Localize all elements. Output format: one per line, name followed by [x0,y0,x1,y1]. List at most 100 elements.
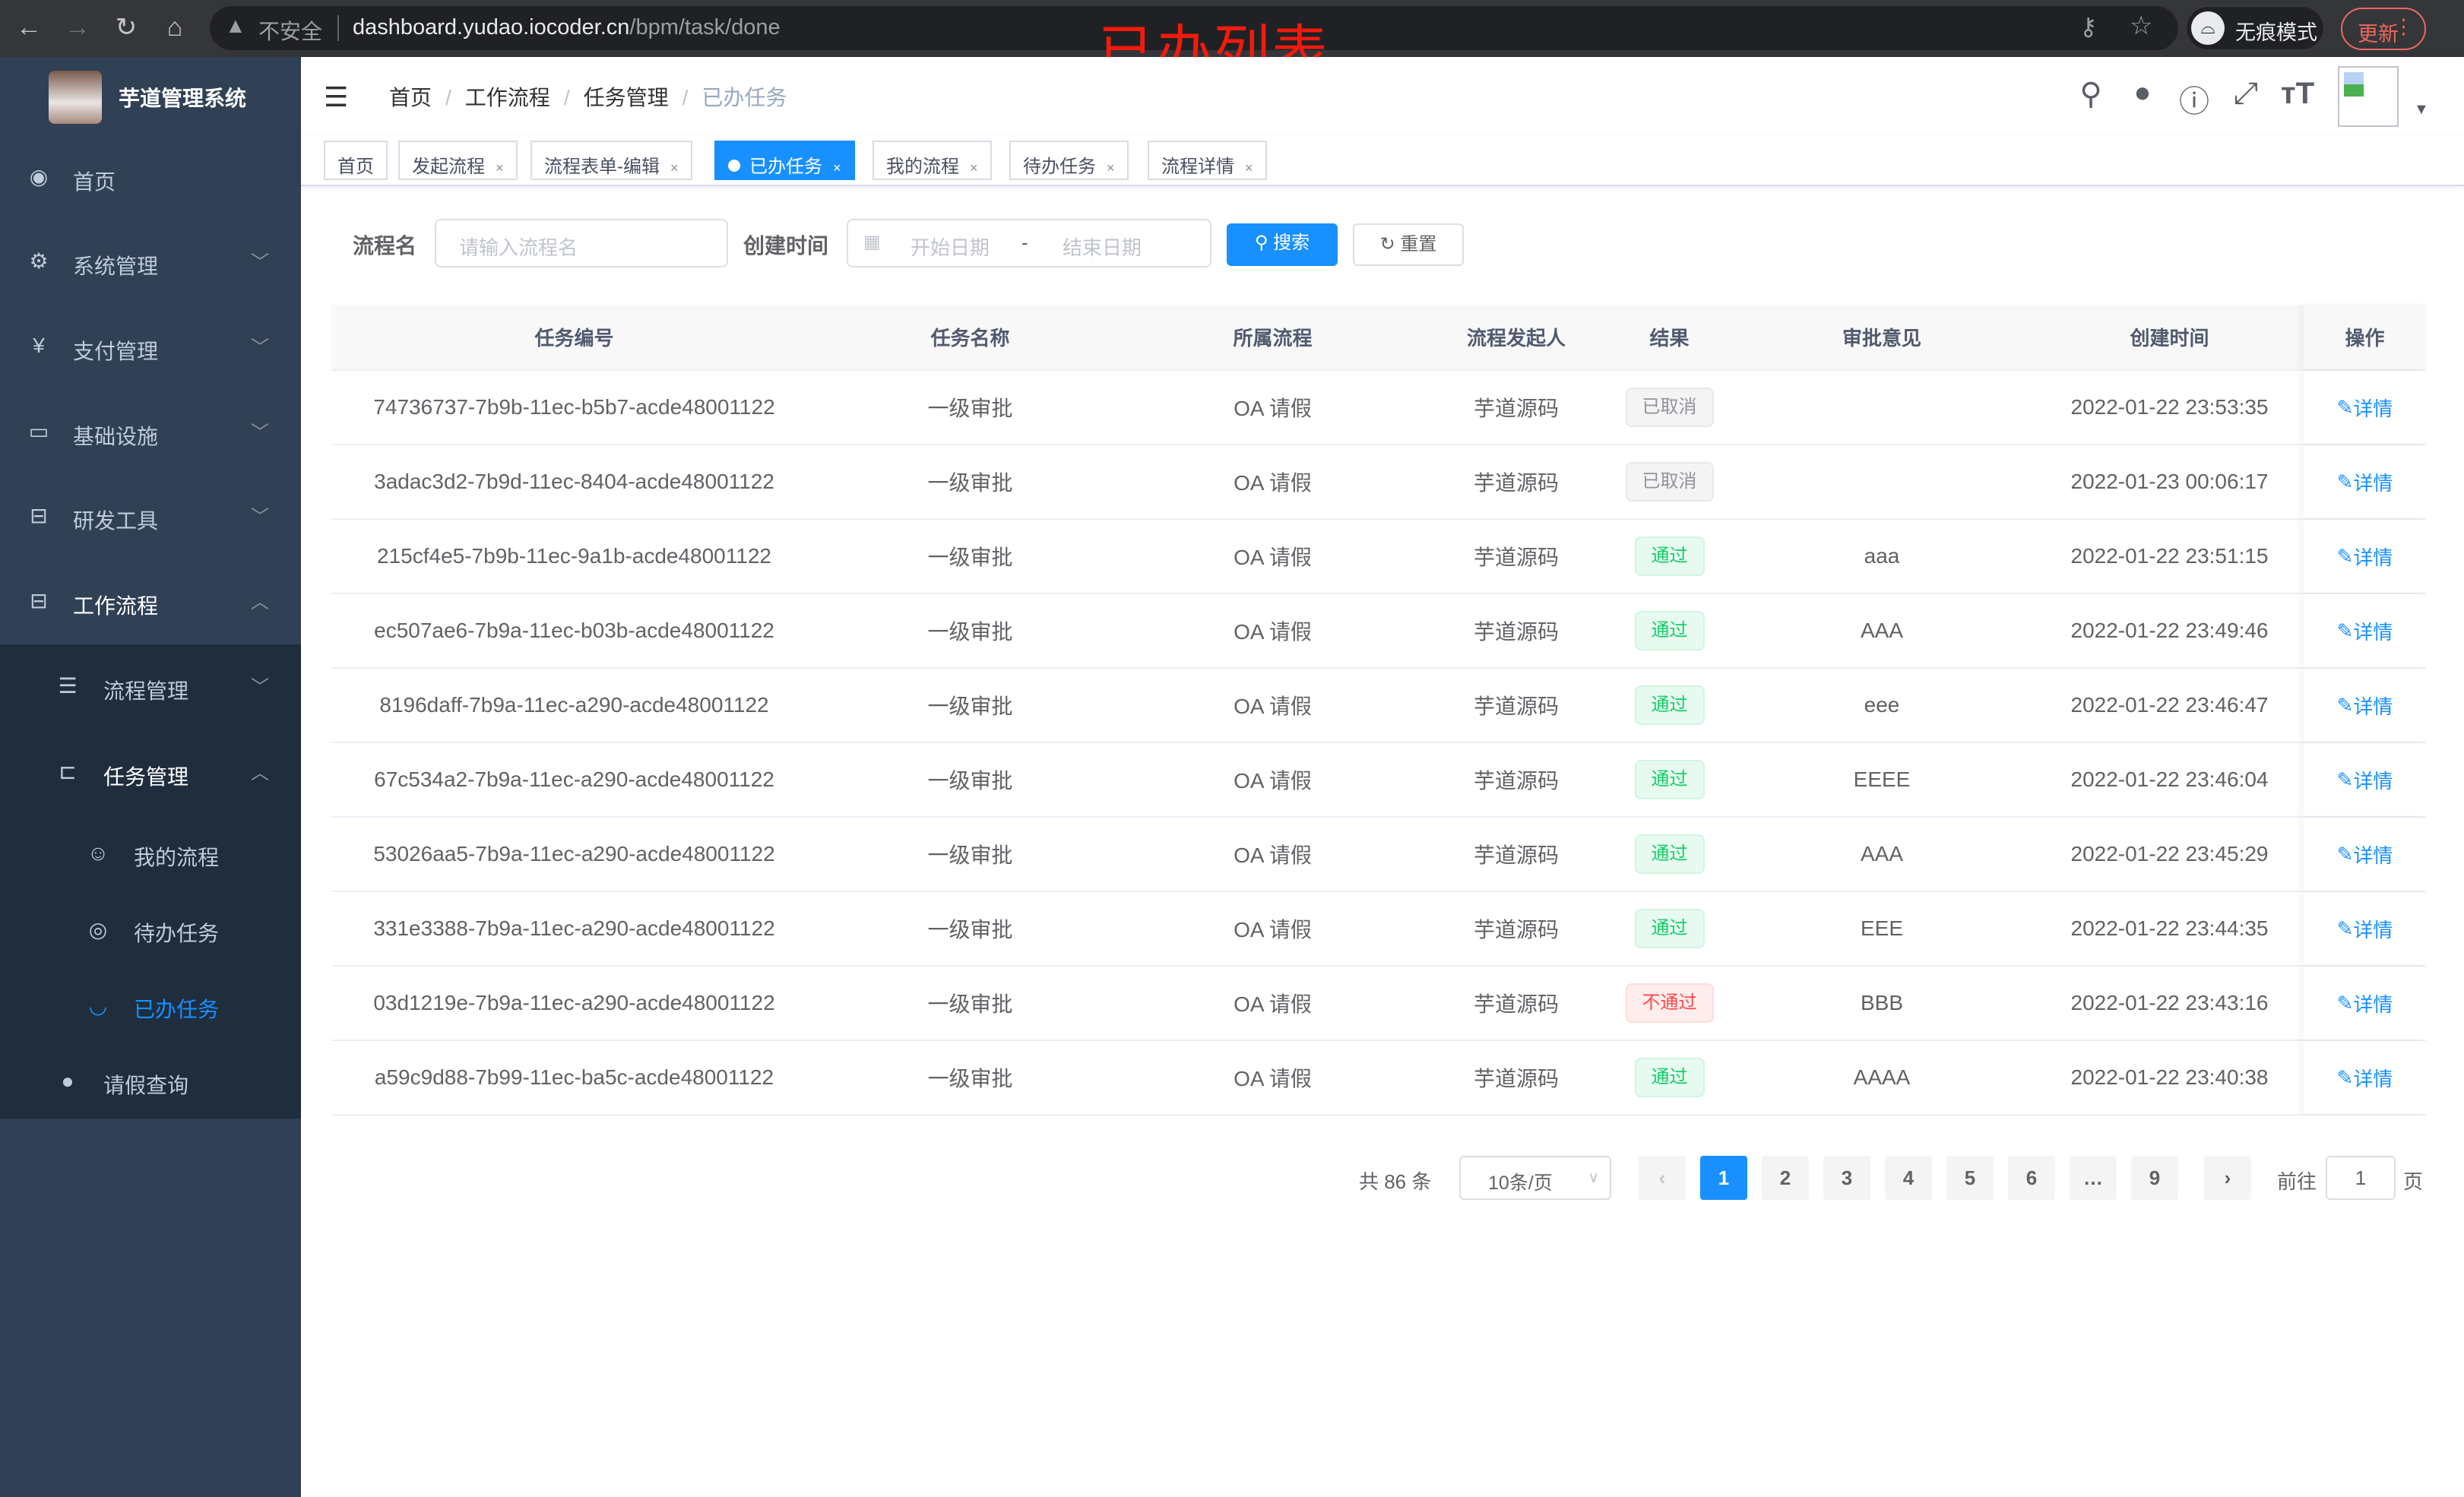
cell-process: OA 请假 [1123,669,1422,742]
address-bar[interactable]: ▲ 不安全 dashboard.yudao.iocoder.cn/bpm/tas… [210,6,2178,50]
back-icon[interactable]: ← [16,13,42,42]
detail-link[interactable]: ✎ 详情 [2304,594,2426,667]
incognito-badge[interactable]: ⌓ 无痕模式 [2186,6,2324,50]
sidebar-item-todo[interactable]: ◎ 待办任务 [0,891,301,967]
cell-task-name: 一级审批 [817,743,1123,816]
detail-link[interactable]: ✎ 详情 [2304,818,2426,891]
sidebar: 芋道管理系统 ◉ 首页 ⚙ 系统管理 ﹀ ¥ 支付管理 ﹀ ▭ 基础设施 ﹀ ⊟ 研发工具 ﹀ ⊟… [0,57,301,1497]
detail-link[interactable]: ✎ 详情 [2304,520,2426,593]
opinion-text: AAA [1860,619,1904,642]
chevron-up-icon: ︿ [251,763,269,783]
help-icon[interactable]: ⓘ [2179,85,2209,119]
detail-link[interactable]: ✎ 详情 [2304,743,2426,816]
sidebar-item-home[interactable]: ◉ 首页 [0,135,301,220]
search-icon[interactable]: ⚲ [2079,78,2102,111]
process-name-input[interactable]: 请输入流程名 [435,219,728,267]
sidebar-item-infra[interactable]: ▭ 基础设施 ﹀ [0,390,301,475]
sidebar-item-pay[interactable]: ¥ 支付管理 ﹀ [0,305,301,390]
detail-link[interactable]: ✎ 详情 [2304,669,2426,742]
fullscreen-icon[interactable]: ⤢ [2234,77,2258,110]
tag-start-process[interactable]: 发起流程 × [398,141,518,180]
goto-page-input[interactable]: 1 [2326,1156,2396,1200]
github-icon[interactable]: ● [2133,77,2152,109]
monitor-icon: ▭ [28,419,49,443]
detail-link[interactable]: ✎ 详情 [2304,967,2426,1040]
sidebar-item-workflow[interactable]: ⊟ 工作流程 ︿ [0,559,301,644]
column-header-initiator: 流程发起人 [1466,327,1566,350]
table-row: 53026aa5-7b9a-11ec-a290-acde48001122 一级审批… [331,818,2426,892]
tag-home[interactable]: 首页 [324,141,388,180]
actions-text: 详情 [2353,769,2393,793]
more-pages-button[interactable]: … [2070,1156,2117,1200]
hamburger-icon[interactable]: ☰ [324,81,349,112]
detail-link[interactable]: ✎ 详情 [2304,892,2426,965]
active-dot-icon [728,160,740,172]
avatar[interactable] [2338,66,2399,127]
cell-opinion: AAA [1728,818,2035,891]
page-button[interactable]: 5 [1946,1156,1994,1200]
page-size-select[interactable]: 10条/页 ∨ [1459,1156,1611,1200]
prev-page-button[interactable]: ‹ [1639,1156,1686,1200]
sidebar-item-process-manage[interactable]: ☰ 流程管理 ﹀ [0,644,301,730]
goto-label: 前往 [2277,1170,2317,1193]
task-id-text: 74736737-7b9b-11ec-b5b7-acde48001122 [373,395,775,419]
cell-create-time: 2022-01-22 23:40:38 [2035,1041,2304,1114]
detail-link[interactable]: ✎ 详情 [2304,371,2426,444]
key-icon[interactable]: ⚷ [2079,13,2098,40]
close-icon[interactable]: × [970,160,978,176]
date-range-picker[interactable]: ▦ 开始日期 - 结束日期 [847,219,1211,267]
process-text: OA 请假 [1234,918,1312,942]
page-button[interactable]: 6 [2008,1156,2055,1200]
close-icon[interactable]: × [1245,160,1253,176]
chevron-down-icon: ∨ [1588,1169,1599,1186]
cell-initiator: 芋道源码 [1422,445,1610,518]
tag-my-process[interactable]: 我的流程 × [873,141,992,180]
forward-icon[interactable]: → [65,13,90,42]
search-button[interactable]: ⚲ 搜索 [1227,223,1338,266]
create-time-text: 2022-01-22 23:53:35 [2070,395,2269,419]
caret-down-icon[interactable]: ▼ [2414,101,2429,118]
sidebar-item-leave[interactable]: ● 请假查询 [0,1043,301,1119]
start-date-input[interactable]: 开始日期 [911,236,990,259]
sidebar-item-system[interactable]: ⚙ 系统管理 ﹀ [0,220,301,305]
tag-todo[interactable]: 待办任务 × [1009,141,1129,180]
toolbox-icon: ⊟ [30,504,48,527]
breadcrumb-item[interactable]: 任务管理 [583,86,669,109]
end-date-input[interactable]: 结束日期 [1063,236,1142,259]
reset-button[interactable]: ↻ 重置 [1353,223,1464,266]
detail-link[interactable]: ✎ 详情 [2304,1041,2426,1114]
page-button[interactable]: 9 [2131,1156,2178,1200]
sidebar-item-my-process[interactable]: ☺ 我的流程 [0,815,301,891]
reload-icon[interactable]: ↻ [115,13,138,42]
search-icon: ⚲ [1254,233,1274,253]
tag-form-edit[interactable]: 流程表单-编辑 × [530,141,692,180]
sidebar-item-devtools[interactable]: ⊟ 研发工具 ﹀ [0,474,301,559]
font-size-icon[interactable]: тT [2280,77,2315,110]
cell-create-time: 2022-01-23 00:06:17 [2035,445,2304,518]
close-icon[interactable]: × [496,160,504,176]
sidebar-item-done[interactable]: ◡ 已办任务 [0,967,301,1043]
breadcrumb-item[interactable]: 工作流程 [464,86,550,109]
update-button[interactable]: 更新 ⋮ [2341,8,2426,50]
page-button[interactable]: 3 [1823,1156,1870,1200]
page-button[interactable]: 2 [1762,1156,1809,1200]
tag-label: 我的流程 [886,157,959,177]
detail-link[interactable]: ✎ 详情 [2304,445,2426,518]
url-text[interactable]: dashboard.yudao.iocoder.cn/bpm/task/done [353,15,781,40]
create-time-text: 2022-01-22 23:40:38 [2070,1065,2269,1089]
sidebar-item-task-manage[interactable]: ⊏ 任务管理 ︿ [0,730,301,815]
close-icon[interactable]: × [1107,160,1115,176]
page-button[interactable]: 1 [1700,1156,1747,1200]
star-icon[interactable]: ☆ [2130,11,2153,40]
tag-done[interactable]: 已办任务 × [714,141,855,180]
tag-process-detail[interactable]: 流程详情 × [1148,141,1267,180]
close-icon[interactable]: × [833,160,841,176]
page-button[interactable]: 4 [1885,1156,1932,1200]
cell-task-id: ec507ae6-7b9a-11ec-b03b-acde48001122 [331,594,817,667]
close-icon[interactable]: × [670,160,679,176]
breadcrumb-item[interactable]: 首页 [389,86,432,109]
next-page-button[interactable]: › [2204,1156,2251,1200]
breadcrumb-current: 已办任务 [702,86,787,109]
insecure-label: 不安全 [258,20,323,43]
home-icon[interactable]: ⌂ [166,13,183,42]
